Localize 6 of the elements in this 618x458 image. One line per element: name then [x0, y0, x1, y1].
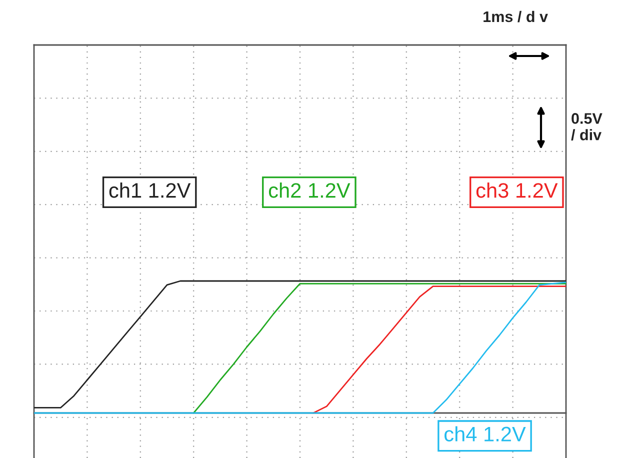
text: 0.5V / div — [571, 113, 602, 140]
text: ch2 1.2V — [268, 182, 350, 198]
text: 1ms / d v — [484, 10, 548, 22]
text: ch3 1.2V — [476, 182, 558, 198]
series-label: ch4 1.2V — [444, 426, 526, 442]
text: ch1 1.2V — [109, 182, 191, 198]
